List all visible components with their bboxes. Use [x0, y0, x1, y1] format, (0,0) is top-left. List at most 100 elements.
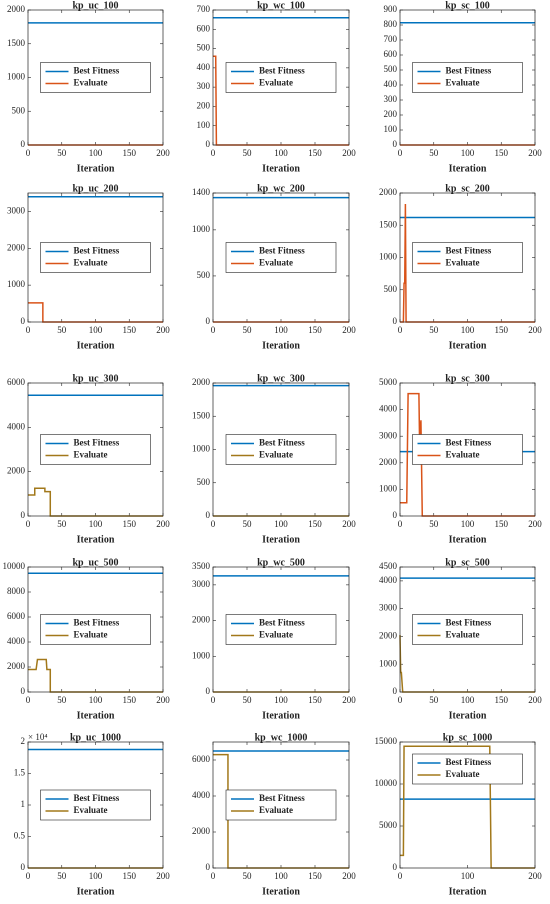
- x-tick-label: 200: [528, 519, 542, 529]
- series-line: [400, 392, 535, 517]
- legend-label: Evaluate: [259, 450, 293, 460]
- y-tick-label: 2000: [7, 4, 26, 14]
- chart-title: kp_sc_1000: [443, 732, 492, 743]
- legend-box: [412, 753, 523, 785]
- legend-label: Evaluate: [446, 630, 480, 640]
- legend-label: Evaluate: [259, 805, 293, 815]
- legend-label: Best Fitness: [74, 246, 120, 256]
- chart-title: kp_sc_500: [445, 557, 489, 568]
- y-tick-label: 0: [206, 139, 211, 149]
- chart-title: kp_sc_100: [445, 0, 489, 11]
- y-tick-label: 2000: [7, 242, 26, 252]
- y-tick-label: 3000: [379, 430, 398, 440]
- y-tick-label: 0: [393, 510, 398, 520]
- chart-title: kp_wc_1000: [255, 732, 308, 743]
- chart-title: kp_uc_1000: [70, 732, 121, 743]
- legend-box: [225, 614, 337, 645]
- y-tick-label: 2000: [7, 466, 26, 476]
- y-tick-label: 0: [393, 139, 398, 149]
- legend-box: [40, 242, 151, 273]
- x-tick-label: 100: [89, 519, 103, 529]
- x-tick-label: 100: [89, 695, 103, 705]
- legend-box: [225, 62, 337, 93]
- legend-label: Best Fitness: [74, 793, 120, 803]
- y-tick-label: 1000: [7, 279, 26, 289]
- axes-box: [399, 382, 536, 517]
- y-tick-label: 6000: [7, 611, 26, 621]
- legend-box: [40, 62, 151, 93]
- legend-label: Evaluate: [446, 769, 480, 779]
- y-tick-label: 300: [384, 94, 398, 104]
- chart-title: kp_wc_100: [257, 0, 305, 11]
- y-tick-label: 1000: [379, 483, 398, 493]
- y-tick-label: 4500: [379, 561, 398, 571]
- x-axis-label: Iteration: [262, 534, 300, 545]
- legend-label: Best Fitness: [74, 438, 120, 448]
- legend-label: Evaluate: [446, 78, 480, 88]
- x-tick-label: 150: [123, 325, 137, 335]
- x-axis-label: Iteration: [262, 340, 300, 351]
- x-tick-label: 200: [156, 519, 170, 529]
- y-tick-label: 2000: [379, 187, 398, 197]
- x-tick-label: 150: [123, 148, 137, 158]
- y-tick-label: 200: [197, 100, 211, 110]
- x-tick-label: 50: [57, 871, 67, 881]
- legend-box: [412, 614, 523, 645]
- y-tick-label: 0: [206, 510, 211, 520]
- x-axis-label: Iteration: [77, 340, 115, 351]
- legend-label: Best Fitness: [446, 438, 492, 448]
- y-tick-label: 1.5: [14, 768, 26, 778]
- x-tick-label: 0: [398, 148, 403, 158]
- x-axis-label: Iteration: [262, 163, 300, 174]
- x-tick-label: 0: [211, 695, 216, 705]
- x-tick-label: 0: [211, 148, 216, 158]
- y-tick-label: 300: [197, 81, 211, 91]
- axes-box: [212, 741, 350, 869]
- legend-label: Best Fitness: [446, 66, 492, 76]
- chart-title: kp_uc_200: [72, 183, 118, 194]
- x-tick-label: 0: [26, 695, 31, 705]
- y-tick-label: 0: [206, 862, 211, 872]
- legend-box: [40, 434, 151, 465]
- y-tick-label: 100: [197, 120, 211, 130]
- x-tick-label: 200: [156, 695, 170, 705]
- y-tick-label: 400: [197, 62, 211, 72]
- x-tick-label: 0: [211, 519, 216, 529]
- x-tick-label: 0: [398, 695, 403, 705]
- y-tick-label: 4000: [7, 636, 26, 646]
- x-axis-label: Iteration: [77, 534, 115, 545]
- legend-label: Evaluate: [74, 258, 108, 268]
- y-tick-label: 0: [393, 316, 398, 326]
- x-tick-label: 50: [243, 871, 253, 881]
- y-tick-label: 0.5: [14, 831, 26, 841]
- legend-label: Evaluate: [74, 805, 108, 815]
- x-tick-label: 0: [26, 871, 31, 881]
- chart-title: kp_wc_200: [257, 183, 305, 194]
- axes-box: [27, 192, 164, 323]
- x-tick-label: 0: [398, 519, 403, 529]
- x-tick-label: 50: [429, 695, 439, 705]
- y-tick-label: 5000: [379, 820, 398, 830]
- y-tick-label: 100: [384, 124, 398, 134]
- y-tick-label: 2000: [192, 615, 211, 625]
- y-tick-label: 3500: [192, 561, 211, 571]
- legend-label: Best Fitness: [446, 618, 492, 628]
- legend-label: Best Fitness: [259, 246, 305, 256]
- y-tick-label: 2: [21, 736, 26, 746]
- y-tick-label: 2000: [192, 826, 211, 836]
- y-tick-label: 6000: [192, 754, 211, 764]
- y-tick-label: 200: [384, 109, 398, 119]
- x-tick-label: 100: [274, 325, 288, 335]
- y-tick-label: 1000: [192, 224, 211, 234]
- axes-box: [212, 382, 350, 517]
- y-tick-label: 0: [206, 316, 211, 326]
- axes-box: [399, 192, 536, 323]
- x-tick-label: 200: [342, 519, 356, 529]
- y-tick-label: 0: [206, 686, 211, 696]
- x-tick-label: 50: [57, 519, 67, 529]
- x-tick-label: 0: [26, 325, 31, 335]
- x-tick-label: 50: [429, 519, 439, 529]
- legend-label: Evaluate: [74, 78, 108, 88]
- legend-label: Evaluate: [259, 630, 293, 640]
